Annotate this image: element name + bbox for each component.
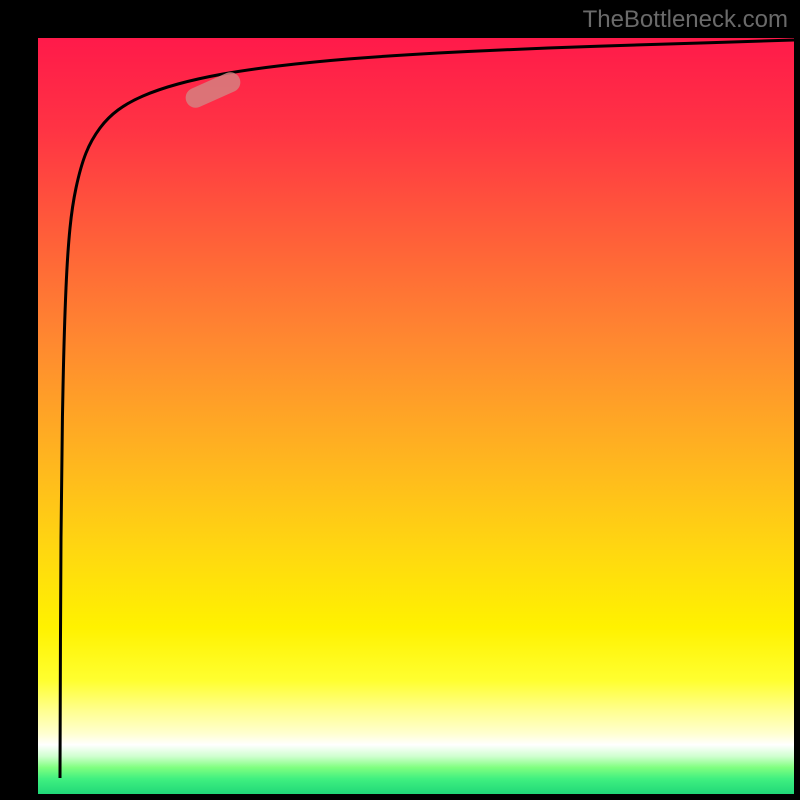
curve-line	[38, 38, 794, 794]
chart-area	[38, 38, 794, 794]
watermark-text: TheBottleneck.com	[583, 6, 788, 34]
chart-container: TheBottleneck.com	[0, 0, 800, 800]
